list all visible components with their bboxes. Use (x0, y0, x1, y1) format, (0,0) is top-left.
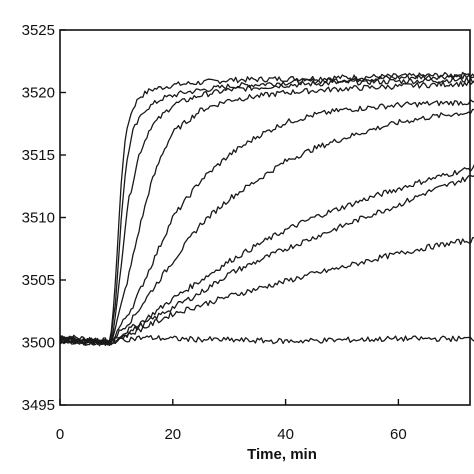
series-line-6 (60, 108, 474, 345)
y-tick-label: 3525 (22, 22, 55, 39)
x-tick-label: 40 (277, 426, 294, 443)
y-tick-label: 3495 (22, 397, 55, 414)
series-line-9 (59, 236, 474, 347)
series-line-4 (59, 80, 474, 346)
x-axis-title: Time, min (247, 446, 317, 463)
y-tick-label: 3510 (22, 210, 55, 227)
series-layer (59, 71, 474, 347)
y-tick-label: 3505 (22, 272, 55, 289)
series-line-8 (59, 174, 474, 347)
series-line-2 (59, 72, 474, 346)
series-line-5 (59, 99, 474, 346)
y-tick-label: 3515 (22, 147, 55, 164)
x-tick-label: 60 (390, 426, 407, 443)
y-tick-label: 3520 (22, 85, 55, 102)
y-tick-label: 3500 (22, 335, 55, 352)
series-line-3 (59, 76, 474, 346)
x-tick-label: 0 (56, 426, 64, 443)
series-line-1 (59, 71, 474, 344)
axes-layer: 3495 3500 3505 3510 3515 3520 3525 0 20 40 60 (22, 22, 471, 443)
series-line-10 (59, 334, 474, 345)
series-line-7 (59, 163, 474, 347)
x-tick-label: 20 (164, 426, 181, 443)
